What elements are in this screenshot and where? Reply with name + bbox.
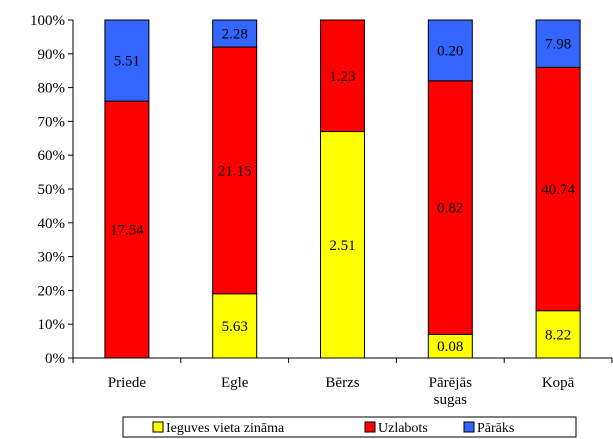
x-category-label: Egle — [221, 375, 249, 391]
y-tick-label: 20% — [38, 283, 66, 299]
data-label: 17.54 — [110, 223, 144, 239]
legend-swatch — [364, 421, 376, 433]
y-tick-label: 60% — [38, 148, 66, 164]
y-tick-label: 10% — [38, 317, 66, 333]
bar-segment — [104, 19, 150, 102]
bar-segment — [320, 131, 365, 359]
bar-segment — [212, 46, 258, 295]
bar-segment — [535, 19, 581, 68]
x-category-label: Kopā — [542, 375, 575, 391]
data-label: 0.08 — [437, 339, 463, 355]
bar-segment — [427, 19, 473, 82]
bar-segment — [320, 19, 365, 133]
legend-box — [122, 416, 577, 438]
y-tick-label: 70% — [38, 114, 66, 130]
data-label: 7.98 — [545, 37, 571, 53]
bar-segment — [535, 66, 581, 312]
y-tick-label: 0% — [45, 351, 65, 367]
y-tick-label: 100% — [30, 13, 65, 29]
data-label: 5.63 — [222, 319, 248, 335]
x-category-label: Bērzs — [325, 375, 359, 391]
data-label: 21.15 — [218, 163, 252, 179]
legend-swatch — [152, 421, 164, 433]
y-tick-label: 50% — [38, 182, 66, 198]
data-label: 2.51 — [329, 238, 355, 254]
data-label: 40.74 — [541, 182, 575, 198]
data-label: 8.22 — [545, 327, 571, 343]
legend-label: Ieguves vieta zināma — [166, 421, 285, 436]
legend-swatch — [463, 421, 475, 433]
x-category-label: Pārējās — [429, 375, 472, 391]
legend-label: Pārāks — [477, 421, 514, 436]
legend-label: Uzlabots — [378, 421, 428, 436]
bar-segment — [212, 293, 258, 359]
data-label: 5.51 — [114, 54, 140, 70]
data-label: 0.20 — [437, 43, 463, 59]
bars: 17.54 5.51 5.63 21.15 2.28 2.51 1.23 0.08 0.82 0.… — [104, 19, 581, 359]
data-label: 0.82 — [437, 201, 463, 217]
bar-segment — [212, 19, 258, 48]
y-tick-label: 90% — [38, 47, 66, 63]
data-label: 1.23 — [329, 69, 355, 85]
x-category-label: sugas — [434, 392, 467, 408]
y-axis: 0% 10% 20% 30% 40% 50% 60% 70% 80% 90% 100% — [30, 13, 74, 367]
y-tick-label: 80% — [38, 81, 66, 97]
x-category-label: Priede — [108, 375, 147, 391]
y-tick-label: 40% — [38, 216, 66, 232]
legend: Ieguves vieta zināma Uzlabots Pārāks — [122, 416, 577, 438]
data-label: 2.28 — [222, 27, 248, 43]
y-tick-label: 30% — [38, 250, 66, 266]
